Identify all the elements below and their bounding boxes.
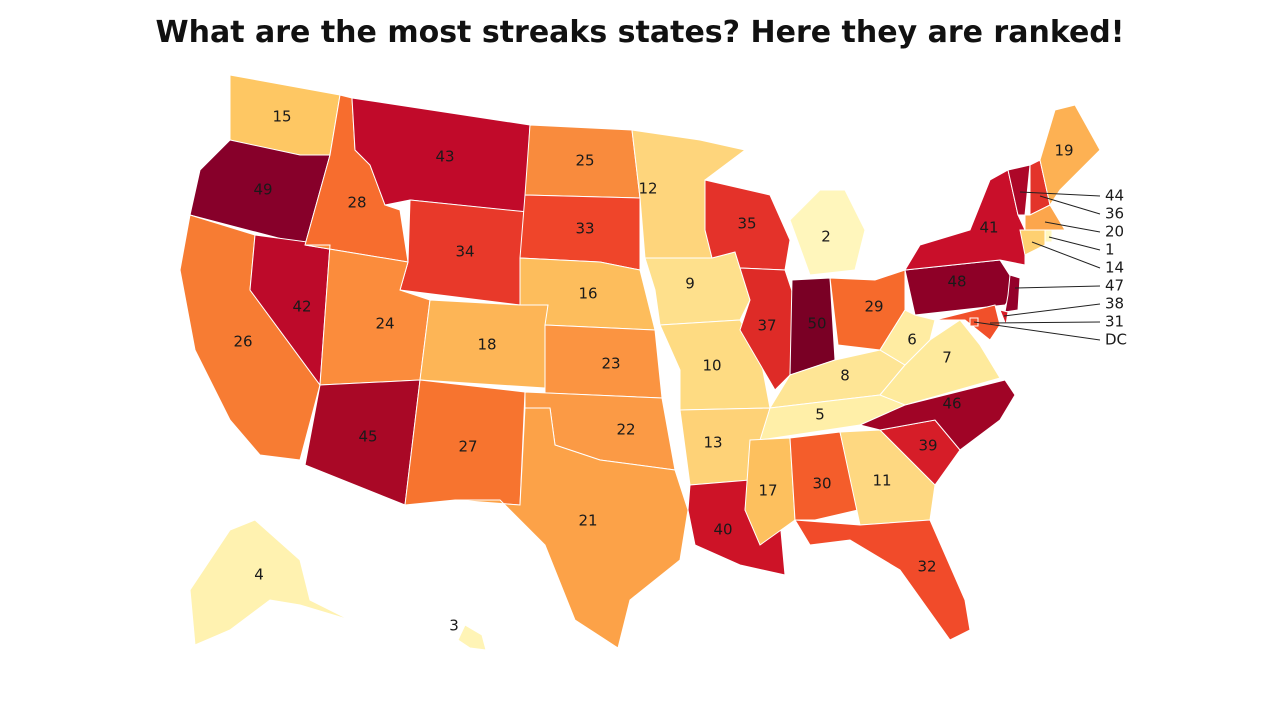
callout-line	[1039, 195, 1101, 215]
state-rank-label: 18	[477, 336, 496, 354]
state-region	[1004, 274, 1021, 313]
state-rank-label: 33	[575, 220, 594, 238]
state-rank-label: 36	[1105, 205, 1124, 223]
state-rank-label: 40	[713, 521, 732, 539]
state-rank-label: 19	[1054, 142, 1073, 160]
state-rank-label: 38	[1105, 295, 1124, 313]
state-rank-label: 10	[702, 357, 721, 375]
state-region	[739, 267, 796, 391]
state-rank-label: 16	[578, 285, 597, 303]
state-rank-label: 47	[1105, 277, 1124, 295]
state-rank-label: 6	[907, 331, 917, 349]
state-rank-label: 34	[455, 243, 474, 261]
state-rank-label: 3	[449, 617, 459, 635]
state-rank-label: 4	[254, 566, 264, 584]
state-region	[839, 429, 936, 526]
callout-line	[1014, 285, 1101, 289]
state-region	[794, 519, 971, 641]
state-rank-label: 24	[375, 315, 394, 333]
state-rank-label: 35	[737, 215, 756, 233]
state-rank-label: 8	[840, 367, 850, 385]
state-rank-label: 48	[947, 273, 966, 291]
state-rank-label: 14	[1105, 259, 1124, 277]
callout-line	[1031, 241, 1101, 269]
state-rank-label: 2	[821, 228, 831, 246]
state-region	[744, 437, 796, 546]
state-rank-label: 39	[918, 437, 937, 455]
state-rank-label: 46	[942, 395, 961, 413]
title: What are the most streaks states? Here t…	[156, 15, 1125, 50]
state-rank-label: 49	[253, 181, 272, 199]
state-region	[399, 199, 529, 306]
state-rank-label: 28	[347, 194, 366, 212]
state-rank-label: 37	[757, 317, 776, 335]
state-rank-label: 5	[815, 406, 825, 424]
state-region	[189, 519, 351, 646]
state-rank-label: 1	[1105, 241, 1115, 259]
state-region	[858, 379, 1016, 451]
state-rank-label: 7	[942, 349, 952, 367]
state-rank-label: 13	[703, 434, 722, 452]
state-rank-label: 31	[1105, 313, 1124, 331]
state-rank-label: 43	[435, 148, 454, 166]
state-rank-label: 23	[601, 355, 620, 373]
callout-line	[1044, 221, 1101, 233]
state-rank-label: 32	[917, 558, 936, 576]
state-region	[644, 251, 751, 326]
state-rank-label: 11	[872, 472, 891, 490]
state-region	[789, 189, 866, 276]
callout-line	[973, 321, 1101, 341]
state-rank-label: 27	[458, 438, 477, 456]
callout-line	[989, 321, 1101, 324]
state-rank-label: 17	[758, 482, 777, 500]
state-rank-label: 29	[864, 298, 883, 316]
state-rank-label: 15	[272, 108, 291, 126]
state-rank-label: 42	[292, 298, 311, 316]
state-region	[999, 309, 1009, 327]
state-rank-label: 22	[616, 421, 635, 439]
state-rank-label: 21	[578, 512, 597, 530]
state-region	[454, 407, 689, 649]
state-rank-label: 41	[979, 219, 998, 237]
state-rank-label: 12	[638, 180, 657, 198]
state-rank-label: DC	[1105, 331, 1127, 349]
state-region	[1044, 229, 1053, 243]
state-rank-label: 45	[358, 428, 377, 446]
callout-line	[1048, 236, 1101, 251]
state-rank-label: 9	[685, 275, 695, 293]
state-rank-label: 44	[1105, 187, 1124, 205]
state-rank-label: 20	[1105, 223, 1124, 241]
state-region	[934, 304, 1001, 341]
state-rank-label: 25	[575, 152, 594, 170]
state-region	[789, 431, 859, 521]
callout-line	[1003, 303, 1101, 317]
state-region	[457, 624, 487, 651]
state-rank-label: 26	[233, 333, 252, 351]
callout-line	[1019, 191, 1101, 197]
state-rank-label: 30	[812, 475, 831, 493]
state-region	[904, 169, 1026, 271]
state-rank-label: 50	[807, 315, 826, 333]
